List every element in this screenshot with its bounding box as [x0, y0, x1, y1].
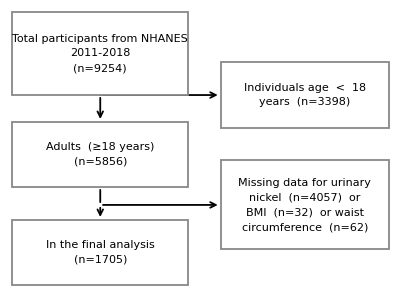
- Text: Missing data for urinary
nickel  (n=4057)  or
BMI  (n=32)  or waist
circumferenc: Missing data for urinary nickel (n=4057)…: [238, 178, 371, 232]
- FancyBboxPatch shape: [12, 220, 188, 285]
- FancyBboxPatch shape: [12, 12, 188, 95]
- Text: Total participants from NHANES
2011-2018
(n=9254): Total participants from NHANES 2011-2018…: [12, 34, 188, 73]
- Text: Individuals age  <  18
years  (n=3398): Individuals age < 18 years (n=3398): [244, 83, 366, 108]
- FancyBboxPatch shape: [221, 160, 389, 249]
- FancyBboxPatch shape: [221, 62, 389, 128]
- Text: In the final analysis
(n=1705): In the final analysis (n=1705): [46, 240, 155, 265]
- Text: Adults  (≥18 years)
(n=5856): Adults (≥18 years) (n=5856): [46, 142, 154, 167]
- FancyBboxPatch shape: [12, 122, 188, 187]
